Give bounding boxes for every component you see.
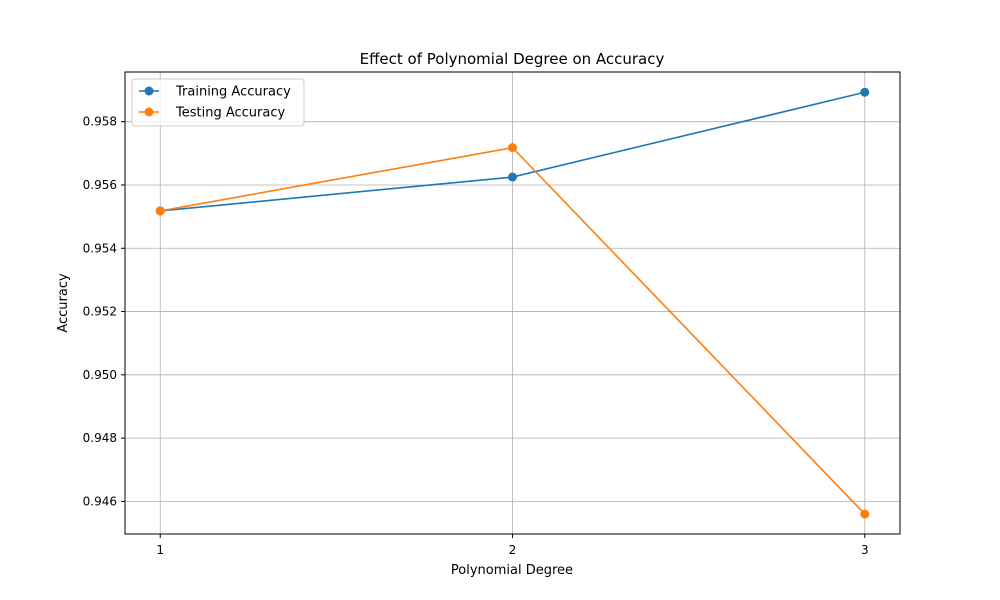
y-tick-label: 0.946	[83, 494, 117, 508]
x-tick-label: 1	[156, 543, 164, 557]
legend-swatch-marker-training-accuracy	[144, 86, 154, 96]
grid	[125, 72, 900, 534]
legend-label-training-accuracy: Training Accuracy	[175, 85, 291, 100]
series-group	[155, 87, 870, 519]
x-tick-label: 2	[509, 543, 517, 557]
training-accuracy-point	[860, 87, 870, 97]
legend-box	[131, 78, 305, 127]
y-axis-ticks: 0.946 0.948 0.950 0.952 0.954 0.956 0.958	[83, 115, 125, 508]
x-axis-ticks: 1 2 3	[156, 534, 869, 557]
y-tick-label: 0.948	[83, 431, 117, 445]
legend-label-testing-accuracy: Testing Accuracy	[175, 106, 285, 121]
y-tick-label: 0.958	[83, 115, 117, 129]
x-axis-label: Polynomial Degree	[451, 563, 573, 578]
testing-accuracy-point	[155, 206, 165, 216]
legend-swatch-marker-testing-accuracy	[144, 107, 154, 117]
y-axis-label: Accuracy	[56, 273, 71, 333]
y-tick-label: 0.954	[83, 241, 117, 255]
x-tick-label: 3	[861, 543, 869, 557]
legend: Training Accuracy Testing Accuracy	[131, 78, 305, 127]
training-accuracy-point	[508, 172, 517, 182]
chart-title: Effect of Polynomial Degree on Accuracy	[360, 50, 665, 68]
y-tick-label: 0.950	[83, 368, 117, 382]
y-tick-label: 0.952	[83, 305, 117, 319]
y-tick-label: 0.956	[83, 178, 117, 192]
testing-accuracy-point	[508, 143, 517, 153]
testing-accuracy-point	[860, 509, 870, 519]
